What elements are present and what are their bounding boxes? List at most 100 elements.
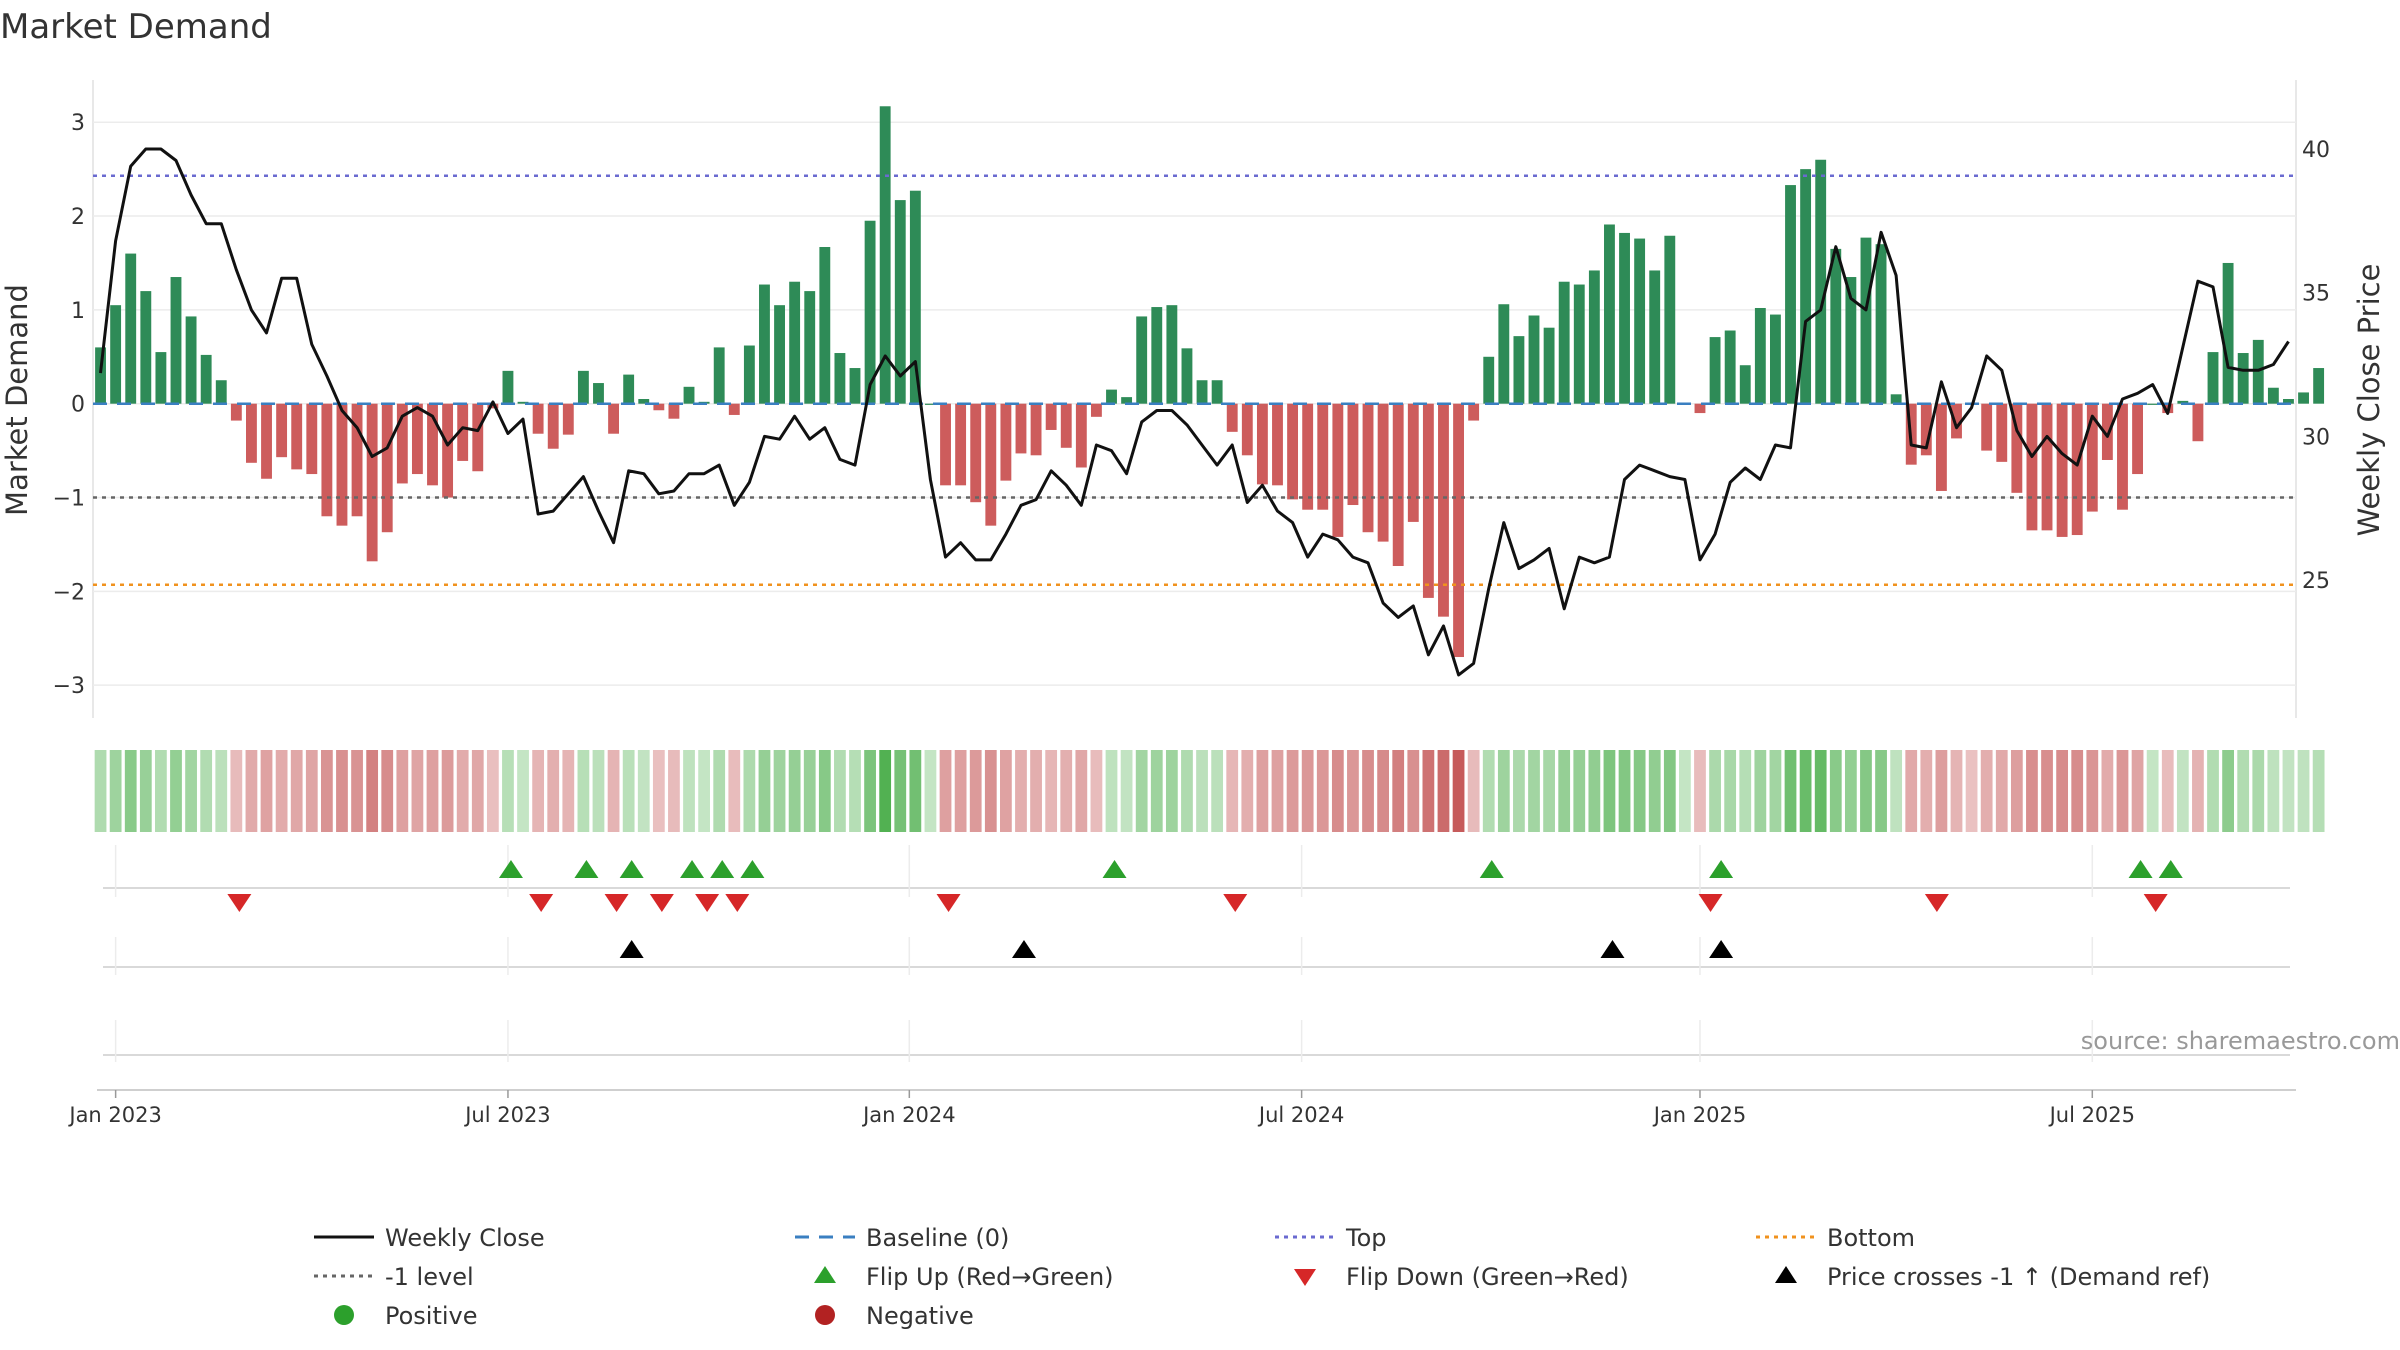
date-tick-labels: Jan 2023 Jul 2023 Jan 2024 Jul 2024 Jan 2025… [67, 1103, 2135, 1127]
flip-up-marker [574, 860, 599, 878]
strip-cell [652, 750, 665, 832]
demand-bar [110, 305, 122, 404]
strip-cell [396, 750, 409, 832]
strip-cell [1211, 750, 1224, 832]
strip-cell [260, 750, 273, 832]
demand-bar [366, 403, 378, 562]
flip-up-marker [1102, 860, 1127, 878]
y2-axis-label: Weekly Close Price [2352, 264, 2386, 537]
strip-cell [1347, 750, 1359, 832]
demand-bar [427, 403, 438, 486]
strip-cell [547, 750, 560, 832]
strip-cell [1724, 750, 1737, 832]
flip-down-marker [695, 894, 720, 912]
strip-cell [1784, 750, 1797, 832]
strip-cell [1482, 750, 1495, 832]
demand-bar [1060, 403, 1072, 448]
demand-bar [1422, 403, 1434, 598]
strip-cell [1709, 750, 1721, 832]
strip-cell [1588, 750, 1601, 832]
strip-cell [2146, 750, 2159, 832]
demand-bar [1769, 314, 1781, 404]
svg-text:Price crosses -1 ↑ (Demand ref: Price crosses -1 ↑ (Demand ref) [1827, 1263, 2210, 1291]
strip-cell [1543, 750, 1555, 832]
legend-negative: Negative [815, 1302, 974, 1330]
strip-cell [441, 750, 454, 832]
strip-cell [1316, 750, 1329, 832]
demand-bar [1800, 169, 1812, 404]
demand-bar [1045, 403, 1057, 430]
strip-cell [502, 750, 514, 832]
demand-bar [1996, 403, 2008, 462]
event-markers [227, 860, 2183, 958]
demand-bar [894, 200, 906, 404]
legend-weekly-close: Weekly Close [314, 1224, 545, 1252]
strip-cell [245, 750, 258, 832]
strip-cell [743, 750, 756, 832]
y-tick-label: −3 [53, 674, 85, 699]
y-tick-label: 2 [71, 205, 85, 230]
svg-text:Flip Up (Red→Green): Flip Up (Red→Green) [866, 1263, 1114, 1291]
strip-cell [1829, 750, 1842, 832]
strip-cell [1377, 750, 1389, 832]
strip-cell [1271, 750, 1284, 832]
flip-down-marker [529, 894, 554, 912]
demand-bar [185, 316, 197, 404]
demand-bar [1211, 380, 1223, 404]
date-tick-label: Jul 2023 [463, 1103, 550, 1127]
strip-cell [1331, 750, 1344, 832]
svg-text:Negative: Negative [866, 1302, 974, 1330]
demand-bar [1030, 403, 1042, 456]
flip-down-marker [227, 894, 252, 912]
demand-bar [2101, 403, 2113, 460]
flip-down-marker [1924, 894, 1949, 912]
demand-bar [276, 403, 288, 458]
demand-bar [1226, 403, 1238, 432]
demand-bar [1649, 270, 1661, 404]
demand-bar [1709, 337, 1721, 404]
strip-cell [1362, 750, 1374, 832]
demand-bar [1332, 403, 1344, 537]
strip-cell [1558, 750, 1571, 832]
strip-cell [200, 750, 213, 832]
demand-bar [411, 403, 423, 475]
demand-bar [940, 403, 951, 486]
strip-cell [864, 750, 876, 832]
strip-cell [1528, 750, 1540, 832]
price-cross-marker [1600, 940, 1625, 958]
chart-title: Market Demand [0, 7, 272, 47]
strip-cell [1181, 750, 1193, 832]
demand-bar [1694, 403, 1706, 414]
strip-cell [788, 750, 801, 832]
demand-bar [1302, 403, 1314, 510]
demand-bar [1121, 397, 1133, 404]
strip-cell [411, 750, 424, 832]
strip-cell [1497, 750, 1510, 832]
event-rows-grid [97, 845, 2296, 1098]
strip-cell [170, 750, 182, 832]
strip-cell [2101, 750, 2114, 832]
demand-bar [442, 403, 454, 498]
strip-cell [94, 750, 107, 832]
legend-top: Top [1275, 1224, 1387, 1252]
strip-cell [984, 750, 997, 832]
strip-cell [366, 750, 379, 832]
strip-cell [320, 750, 333, 832]
demand-bar [215, 380, 227, 404]
strip-cell [683, 750, 695, 832]
svg-text:Top: Top [1345, 1224, 1387, 1252]
strip-cell [2041, 750, 2053, 832]
strip-cell [1015, 750, 1027, 832]
strip-cell [1663, 750, 1676, 832]
y-tick-label: −2 [53, 580, 85, 605]
legend-baseline: Baseline (0) [795, 1224, 1009, 1252]
demand-bar [2222, 262, 2234, 404]
demand-bar [1000, 403, 1012, 481]
flip-up-marker [2158, 860, 2183, 878]
demand-bar [381, 403, 393, 533]
legend-bottom: Bottom [1756, 1224, 1915, 1252]
strip-cell [139, 750, 152, 832]
date-tick-label: Jul 2025 [2048, 1103, 2135, 1127]
demand-bar [1573, 284, 1585, 404]
demand-bar [261, 403, 272, 479]
